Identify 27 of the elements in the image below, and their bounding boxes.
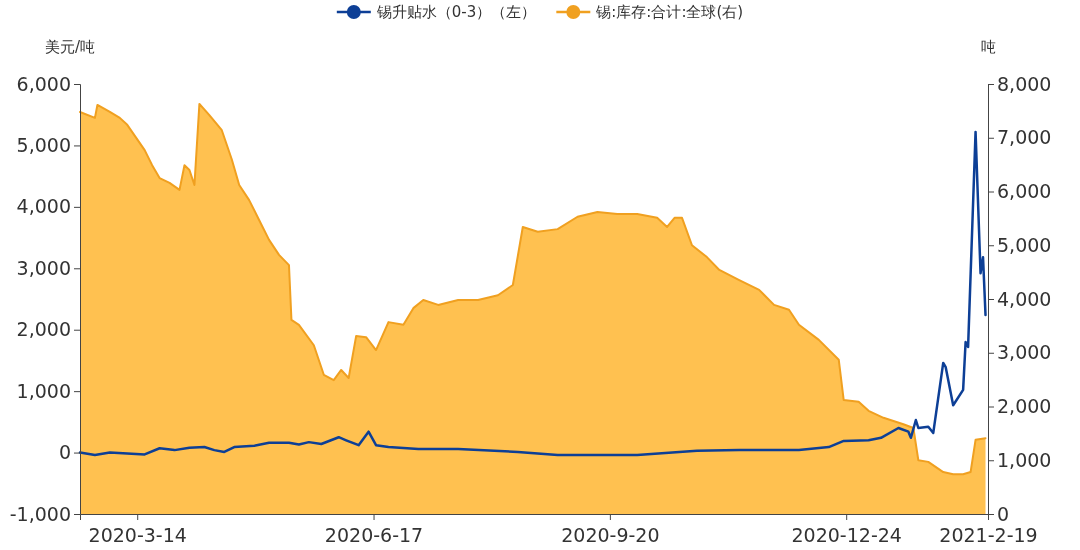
y-tick-label: 4,000 bbox=[16, 195, 71, 218]
y2-tick-label: 3,000 bbox=[997, 341, 1052, 364]
x-tick-label: 2020-9-20 bbox=[561, 524, 660, 546]
legend-label: 锡:库存:合计:全球(右) bbox=[595, 3, 744, 22]
y-tick-label: 0 bbox=[58, 441, 71, 464]
y-tick-label: -1,000 bbox=[9, 502, 71, 525]
x-tick-label: 2020-3-14 bbox=[88, 524, 187, 546]
y-tick-label: 6,000 bbox=[16, 72, 71, 95]
y2-tick-label: 1,000 bbox=[997, 448, 1052, 471]
y-tick-label: 2,000 bbox=[16, 318, 71, 341]
y2-tick-label: 7,000 bbox=[997, 126, 1052, 149]
x-tick-label: 2021-2-19 bbox=[939, 524, 1038, 546]
y2-tick-label: 6,000 bbox=[997, 180, 1052, 203]
y2-tick-label: 2,000 bbox=[997, 395, 1052, 418]
x-tick-label: 2020-12-24 bbox=[791, 524, 902, 546]
y2-tick-label: 8,000 bbox=[997, 72, 1052, 95]
y2-tick-label: 0 bbox=[997, 502, 1010, 525]
y2-tick-label: 5,000 bbox=[997, 233, 1052, 256]
legend-label: 锡升贴水（0-3）（左） bbox=[375, 3, 537, 22]
y-tick-label: 3,000 bbox=[16, 256, 71, 279]
y-tick-label: 1,000 bbox=[16, 379, 71, 402]
y-tick-label: 5,000 bbox=[16, 134, 71, 157]
y-axis-title: 美元/吨 bbox=[44, 38, 96, 56]
y2-axis-title: 吨 bbox=[980, 38, 996, 56]
y2-tick-label: 4,000 bbox=[997, 287, 1052, 310]
x-tick-label: 2020-6-17 bbox=[324, 524, 424, 546]
line-series bbox=[78, 130, 987, 457]
